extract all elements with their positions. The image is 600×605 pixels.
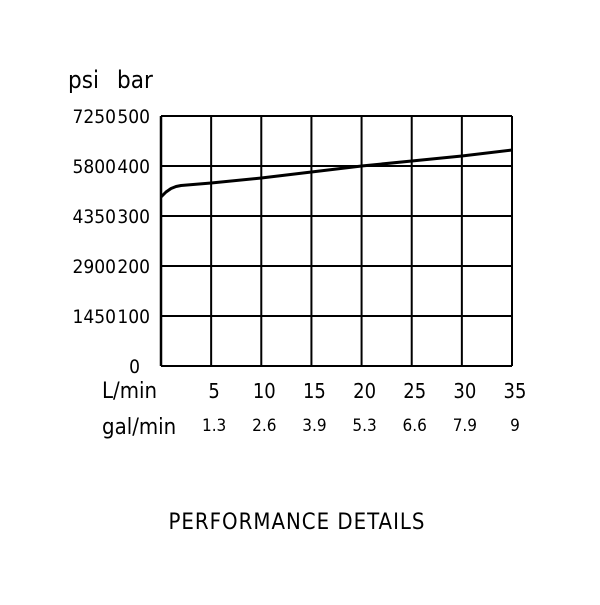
y-tick-psi: 2900 bbox=[73, 256, 117, 278]
y-tick-psi: 5800 bbox=[73, 156, 117, 178]
x-tick-lmin: 10 bbox=[253, 379, 276, 403]
x-tick-galmin: 5.3 bbox=[352, 416, 376, 436]
x-tick-lmin: 30 bbox=[453, 379, 476, 403]
x-tick-galmin: 7.9 bbox=[453, 416, 477, 436]
chart-title: PERFORMANCE DETAILS bbox=[168, 510, 425, 535]
x-tick-lmin: 25 bbox=[403, 379, 426, 403]
x-tick-lmin: 15 bbox=[303, 379, 326, 403]
x-tick-galmin: 3.9 bbox=[302, 416, 326, 436]
y-unit-bar: bar bbox=[117, 66, 153, 94]
x-tick-galmin: 9 bbox=[510, 416, 520, 436]
y-tick-psi: 4350 bbox=[73, 206, 117, 228]
x-unit-galmin: gal/min bbox=[102, 415, 176, 440]
x-tick-lmin: 5 bbox=[208, 379, 219, 403]
y-tick-bar: 300 bbox=[117, 206, 150, 228]
y-unit-psi: psi bbox=[68, 66, 99, 94]
x-tick-galmin: 1.3 bbox=[202, 416, 226, 436]
y-tick-psi: 7250 bbox=[73, 106, 117, 128]
y-tick-bar: 400 bbox=[117, 156, 150, 178]
y-tick-bar: 200 bbox=[117, 256, 150, 278]
y-tick-psi: 1450 bbox=[73, 306, 117, 328]
x-tick-lmin: 35 bbox=[504, 379, 527, 403]
y-tick-bar: 100 bbox=[117, 306, 150, 328]
x-unit-lmin: L/min bbox=[102, 379, 157, 404]
x-tick-lmin: 20 bbox=[353, 379, 376, 403]
y-tick-bar: 0 bbox=[129, 356, 140, 378]
series-line bbox=[159, 148, 513, 199]
x-tick-galmin: 2.6 bbox=[252, 416, 276, 436]
x-tick-galmin: 6.6 bbox=[403, 416, 427, 436]
y-tick-bar: 500 bbox=[117, 106, 150, 128]
